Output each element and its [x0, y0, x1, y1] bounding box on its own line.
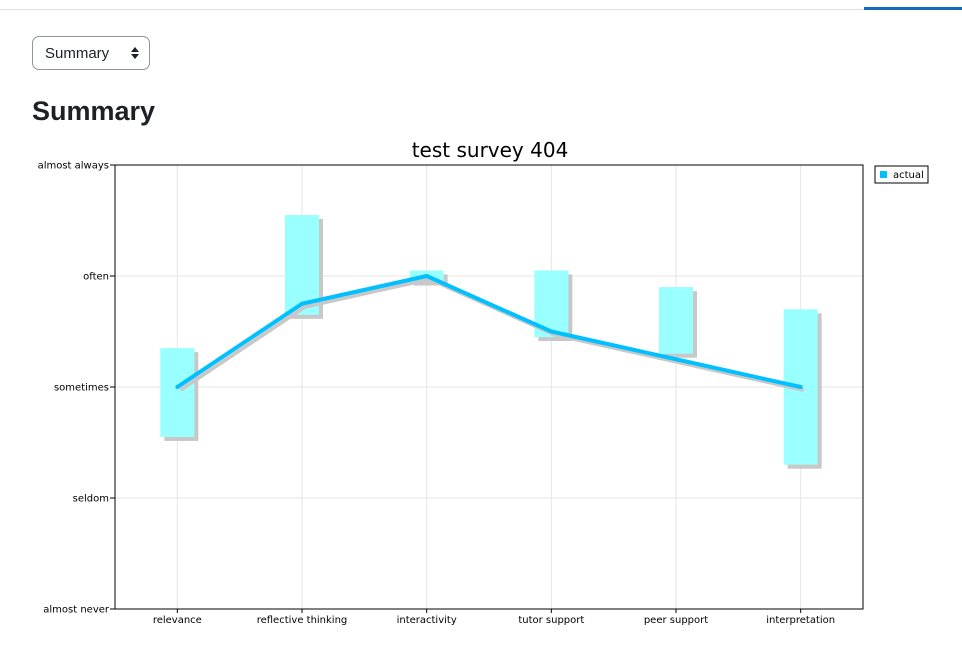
series-lines [175, 274, 805, 392]
data-point [674, 357, 678, 362]
nav-divider [0, 9, 962, 10]
legend-swatch [880, 171, 887, 178]
x-tick-label: peer support [644, 615, 708, 626]
range-bars [160, 214, 822, 469]
data-point [798, 385, 803, 389]
x-tick-label: relevance [153, 615, 202, 626]
legend-label-actual: actual [893, 170, 924, 181]
y-tick-labels: almost never seldom sometimes often almost a… [38, 161, 110, 616]
view-select-value: Summary [45, 45, 110, 62]
sort-caret-icon [131, 47, 139, 59]
plot-area-border [114, 164, 864, 610]
view-select[interactable]: Summary [32, 36, 150, 70]
legend: actual [874, 165, 929, 184]
range-bar [160, 348, 195, 437]
x-tick-label: interactivity [397, 615, 457, 626]
y-tick-label: sometimes [54, 383, 109, 394]
active-tab-indicator [864, 7, 962, 10]
y-tick-label: almost never [43, 605, 110, 616]
data-point [300, 301, 304, 306]
data-point [549, 329, 554, 334]
series-line-actual [176, 274, 802, 389]
y-tick-label: seldom [73, 494, 109, 505]
grid [110, 164, 863, 613]
data-point [175, 385, 180, 389]
range-bar [659, 287, 693, 354]
x-tick-label: tutor support [518, 615, 584, 626]
survey-chart: test survey 404 almost never seldom someti… [38, 138, 929, 626]
x-tick-label: reflective thinking [257, 615, 348, 626]
x-tick-labels: relevance reflective thinking interactivit… [153, 615, 835, 626]
legend-box [874, 165, 929, 184]
series-line-shadow [179, 277, 805, 392]
y-tick-label: almost always [38, 161, 109, 172]
page-heading: Summary [32, 96, 156, 126]
x-tick-label: interpretation [766, 615, 835, 626]
range-bar [285, 214, 319, 315]
y-tick-label: often [83, 272, 109, 283]
chart-title: test survey 404 [412, 138, 569, 162]
data-point [424, 274, 429, 278]
